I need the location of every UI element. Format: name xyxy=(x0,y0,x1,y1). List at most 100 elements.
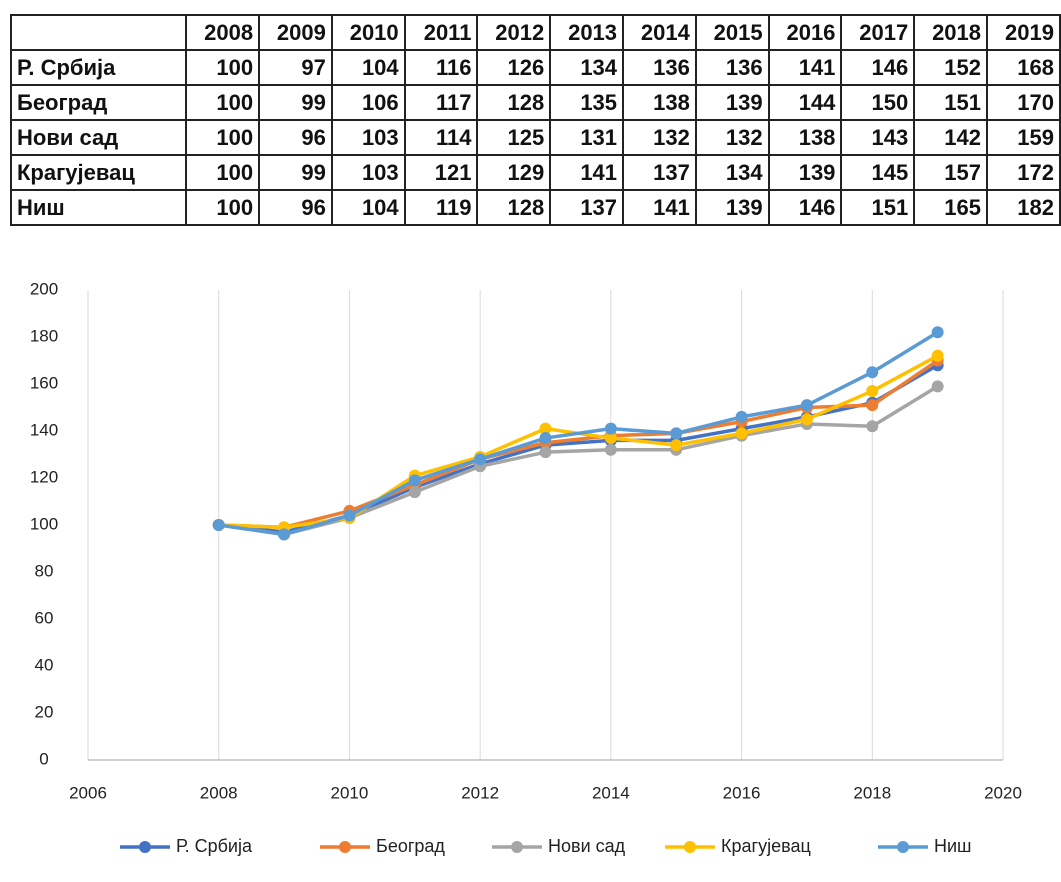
point xyxy=(800,399,813,412)
cell: 131 xyxy=(549,119,625,156)
row-label: Крагујевац xyxy=(9,154,188,191)
row-label: Ниш xyxy=(9,189,188,226)
cell: 132 xyxy=(622,119,697,156)
x-tick-label: 2020 xyxy=(984,783,1022,802)
header-row: 2008 2009 2010 2011 2012 2013 2014 2015 2016 2017… xyxy=(9,14,1061,51)
cell: 145 xyxy=(840,154,916,191)
y-tick-label: 200 xyxy=(30,279,58,298)
cell: 117 xyxy=(403,84,479,121)
row-label: Р. Србија xyxy=(9,49,188,86)
cell: 151 xyxy=(913,84,989,121)
cell: 146 xyxy=(767,189,843,226)
point xyxy=(800,413,813,426)
cell: 168 xyxy=(986,49,1061,86)
row-label: Београд xyxy=(9,84,188,121)
cell: 139 xyxy=(694,189,770,226)
cell: 103 xyxy=(330,119,406,156)
cell: 99 xyxy=(258,154,333,191)
header-cell: 2011 xyxy=(403,14,479,51)
cell: 152 xyxy=(913,49,989,86)
series-line xyxy=(218,363,939,534)
cell: 119 xyxy=(403,189,479,226)
x-tick-label: 2014 xyxy=(592,783,630,802)
cell: 157 xyxy=(913,154,989,191)
header-cell: 2013 xyxy=(549,14,625,51)
y-tick-label: 0 xyxy=(39,749,48,768)
legend-marker xyxy=(139,841,151,853)
cell: 126 xyxy=(476,49,552,86)
legend-label: Ниш xyxy=(934,836,972,856)
header-cell: 2012 xyxy=(476,14,552,51)
point xyxy=(735,427,748,440)
point xyxy=(604,422,617,435)
y-tick-label: 40 xyxy=(35,655,54,674)
cell: 182 xyxy=(986,189,1061,226)
cell: 150 xyxy=(840,84,916,121)
cell: 129 xyxy=(476,154,552,191)
cell: 128 xyxy=(476,84,552,121)
cell: 144 xyxy=(767,84,843,121)
point xyxy=(604,432,617,445)
header-cell: 2017 xyxy=(840,14,916,51)
cell: 170 xyxy=(986,84,1061,121)
cell: 121 xyxy=(403,154,479,191)
series-line xyxy=(218,330,939,537)
cell: 139 xyxy=(767,154,843,191)
point xyxy=(866,399,879,412)
cell: 104 xyxy=(330,49,406,86)
cell: 96 xyxy=(258,189,333,226)
cell: 132 xyxy=(694,119,770,156)
header-cell: 2016 xyxy=(767,14,843,51)
cell: 151 xyxy=(840,189,916,226)
cell: 137 xyxy=(622,154,697,191)
cell: 141 xyxy=(622,189,697,226)
x-tick-label: 2018 xyxy=(853,783,891,802)
table-row: Београд 100 99 106 117 128 135 138 139 144 150 151 1… xyxy=(9,84,1061,121)
y-tick-label: 140 xyxy=(30,420,58,439)
cell: 136 xyxy=(622,49,697,86)
x-tick-label: 2010 xyxy=(331,783,369,802)
cell: 142 xyxy=(913,119,989,156)
cell: 128 xyxy=(476,189,552,226)
legend: Р. Србија Београд Нови сад Крагујевац Ниш xyxy=(120,836,972,856)
table-row: Крагујевац 100 99 103 121 129 141 137 134 139 145 1… xyxy=(9,154,1061,191)
cell: 97 xyxy=(258,49,333,86)
table-row: Р. Србија 100 97 104 116 126 134 136 136 141 146 15… xyxy=(9,49,1061,86)
point xyxy=(670,427,683,440)
y-tick-label: 80 xyxy=(35,561,54,580)
cell: 100 xyxy=(185,49,261,86)
cell: 135 xyxy=(549,84,625,121)
legend-label: Нови сад xyxy=(548,836,626,856)
cell: 96 xyxy=(258,119,333,156)
table-row: Нови сад 100 96 103 114 125 131 132 132 138 143 142… xyxy=(9,119,1061,156)
y-tick-label: 60 xyxy=(35,608,54,627)
point xyxy=(735,410,748,423)
cell: 134 xyxy=(549,49,625,86)
series-line xyxy=(218,359,939,530)
legend-marker xyxy=(339,841,351,853)
cell: 100 xyxy=(185,84,261,121)
header-cell: 2009 xyxy=(258,14,333,51)
point xyxy=(866,420,879,433)
point xyxy=(604,443,617,456)
point xyxy=(866,385,879,398)
point xyxy=(931,326,944,339)
point xyxy=(474,453,487,466)
point xyxy=(539,446,552,459)
point xyxy=(278,528,291,541)
cell: 139 xyxy=(694,84,770,121)
y-tick-label: 20 xyxy=(35,702,54,721)
chart: 2006 2008 2010 2012 2014 2016 2018 2020 0 20 40 60 8… xyxy=(30,279,1022,856)
data-table: 2008 2009 2010 2011 2012 2013 2014 2015 2016 2017… xyxy=(9,14,1061,226)
cell: 136 xyxy=(694,49,770,86)
y-tick-label: 120 xyxy=(30,467,58,486)
x-tick-label: 2008 xyxy=(200,783,238,802)
cell: 141 xyxy=(767,49,843,86)
cell: 138 xyxy=(622,84,697,121)
cell: 103 xyxy=(330,154,406,191)
x-tick-label: 2012 xyxy=(461,783,499,802)
legend-marker xyxy=(897,841,909,853)
legend-marker xyxy=(511,841,523,853)
legend-label: Р. Србија xyxy=(176,836,253,856)
